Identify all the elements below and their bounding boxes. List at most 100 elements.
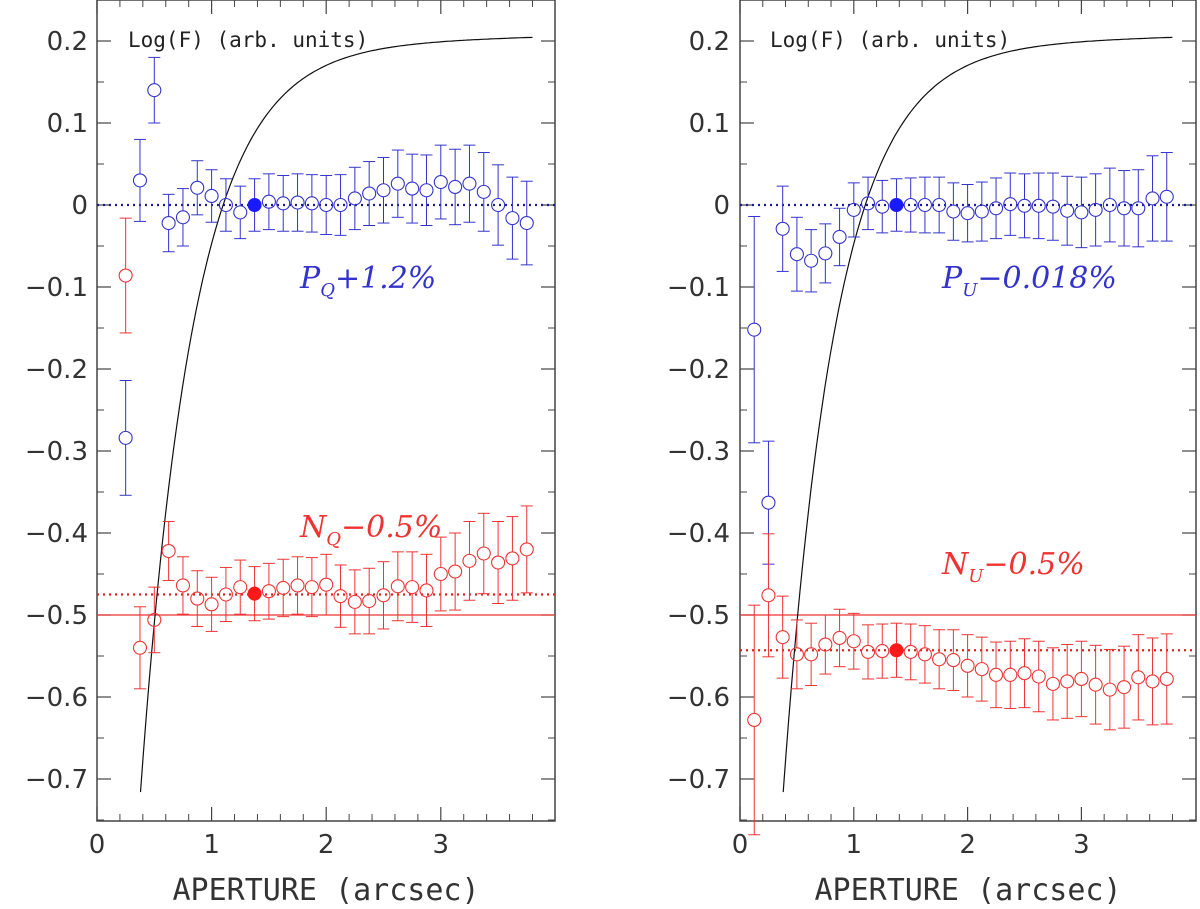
red-data-point [775,595,790,679]
blue-data-point [376,156,391,224]
blue-data-point [960,184,975,243]
red-marker [1074,671,1089,687]
blue-data-point [347,166,362,231]
red-marker [747,712,762,728]
red-data-point [875,623,890,679]
red-data-point [333,564,348,628]
y-tick-label: −0.1 [667,273,730,303]
y-tick-label: −0.7 [25,765,88,795]
blue-data-point [903,177,918,233]
blue-data-point [175,188,190,247]
blue-data-point [333,174,348,236]
red-marker [1131,670,1146,685]
blue-marker [903,197,918,213]
red-marker [132,640,148,655]
blue-data-point [875,179,890,234]
red-marker [832,630,847,646]
right-panel: 0.2 0.1 0 −0.1 −0.2 −0.3 −0.4 −0.5 −0.6 −0.7 0 1 2 3 A… [667,0,1197,908]
red-data-point [390,551,405,622]
red-marker [974,662,989,677]
red-marker [932,652,947,667]
blue-marker [1102,197,1117,213]
x-tick-label: 3 [433,830,450,860]
red-series-label: NQ−0.5% [299,510,442,550]
blue-marker [960,206,975,221]
red-data-point [917,625,932,684]
red-marker [1017,666,1032,681]
y-tick-label: −0.3 [25,437,88,467]
blue-marker [505,211,520,226]
plot-frame [96,0,556,822]
red-data-point [190,570,205,627]
blue-data-point [832,207,847,267]
blue-marker [190,180,205,195]
blue-marker [161,215,176,231]
red-marker [376,588,391,603]
blue-marker [347,191,362,206]
blue-marker [261,194,276,209]
blue-data-point [1145,155,1160,242]
red-data-point [448,532,463,611]
x-tick-label: 2 [318,830,335,860]
red-data-point [761,533,776,658]
y-tick-label: −0.6 [25,683,88,713]
blue-marker [1131,201,1146,216]
blue-data-point [1088,173,1103,247]
y-tick-label: −0.1 [25,273,88,303]
blue-marker [946,204,961,219]
red-marker [362,594,377,609]
blue-marker [761,495,776,510]
blue-data-point [161,193,176,253]
blue-marker [448,179,463,195]
y-tick-label: 0.1 [47,109,88,139]
blue-marker [1003,197,1018,212]
blue-series-label: PQ+1.2% [299,261,436,301]
blue-marker [818,246,833,261]
red-marker [304,580,319,595]
blue-marker [433,174,448,190]
blue-data-point [1045,172,1060,241]
red-data-point [1031,640,1046,713]
label-main: P [941,261,963,296]
red-data-point [433,536,448,612]
blue-marker [917,197,932,213]
red-marker [118,268,133,283]
red-data-point [290,556,305,615]
red-marker [1159,671,1174,687]
red-marker [204,597,219,612]
blue-data-point [390,149,405,218]
red-data-point [789,619,804,690]
red-data-point [832,608,847,668]
red-marker [1145,674,1160,689]
red-marker [405,580,420,595]
y-tick-label: 0.2 [47,27,88,57]
red-marker [846,634,861,649]
blue-data-point [476,152,491,232]
red-data-point [1060,644,1075,719]
blue-marker [1060,203,1075,218]
blue-marker [476,184,491,199]
red-data-point [304,557,319,618]
red-data-point [118,217,133,334]
red-marker [433,566,448,582]
curve-label: Log(F) (arb. units) [770,28,1010,52]
blue-data-point [462,144,477,223]
red-data-point [505,516,520,601]
red-marker [1117,680,1132,695]
blue-data-point [974,181,989,242]
red-marker [1031,669,1046,684]
blue-marker [1159,189,1174,204]
y-tick-label: −0.4 [667,519,730,549]
label-subscript: Q [326,529,341,550]
blue-data-point [190,160,205,216]
x-tick-label: 0 [732,830,749,860]
red-marker [946,653,961,668]
red-marker-filled [247,586,262,601]
y-tick-label: −0.3 [667,437,730,467]
y-tick-label: −0.2 [25,355,88,385]
red-marker [1045,676,1060,691]
red-marker [988,667,1004,682]
blue-marker [974,204,989,219]
blue-marker [1088,202,1103,217]
label-subscript: U [962,280,978,301]
